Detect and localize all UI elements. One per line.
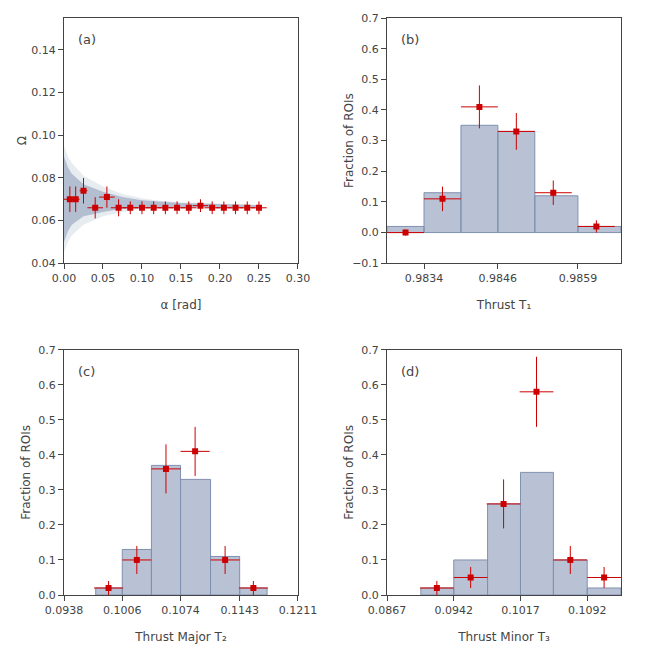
- svg-text:Ω: Ω: [15, 136, 29, 145]
- svg-text:0.6: 0.6: [361, 379, 379, 392]
- svg-text:0.3: 0.3: [361, 134, 379, 147]
- svg-text:0.2: 0.2: [361, 519, 379, 532]
- svg-text:0.00: 0.00: [52, 272, 77, 285]
- svg-text:0.08: 0.08: [31, 172, 56, 185]
- svg-text:0.1074: 0.1074: [161, 604, 200, 617]
- svg-text:0.0: 0.0: [38, 589, 56, 602]
- svg-text:0.1006: 0.1006: [103, 604, 141, 617]
- svg-text:0.9859: 0.9859: [559, 272, 598, 285]
- svg-text:(d): (d): [401, 364, 419, 379]
- svg-text:0.0867: 0.0867: [368, 604, 407, 617]
- svg-text:Thrust T₁: Thrust T₁: [476, 298, 532, 312]
- svg-text:0.9846: 0.9846: [479, 272, 518, 285]
- svg-text:0.7: 0.7: [361, 12, 379, 25]
- svg-text:0.9834: 0.9834: [405, 272, 444, 285]
- svg-text:0.10: 0.10: [130, 272, 155, 285]
- svg-text:0.15: 0.15: [169, 272, 194, 285]
- svg-text:(c): (c): [78, 364, 95, 379]
- svg-text:0.20: 0.20: [208, 272, 233, 285]
- svg-text:0.25: 0.25: [247, 272, 272, 285]
- svg-text:0.3: 0.3: [361, 484, 379, 497]
- svg-text:0.12: 0.12: [31, 86, 56, 99]
- svg-text:0.05: 0.05: [91, 272, 116, 285]
- svg-text:(b): (b): [401, 32, 419, 47]
- svg-text:0.1092: 0.1092: [568, 604, 607, 617]
- svg-text:0.1211: 0.1211: [279, 604, 318, 617]
- svg-text:0.30: 0.30: [286, 272, 311, 285]
- svg-text:0.4: 0.4: [361, 449, 379, 462]
- svg-text:0.7: 0.7: [38, 344, 56, 357]
- svg-text:0.04: 0.04: [31, 257, 56, 270]
- svg-text:0.1143: 0.1143: [220, 604, 258, 617]
- svg-text:Fraction of ROIs: Fraction of ROIs: [342, 93, 356, 188]
- svg-text:0.0942: 0.0942: [435, 604, 474, 617]
- svg-text:α [rad]: α [rad]: [160, 298, 201, 312]
- svg-text:0.1: 0.1: [361, 196, 379, 209]
- svg-text:Fraction of ROIs: Fraction of ROIs: [342, 425, 356, 520]
- svg-text:−0.1: −0.1: [352, 257, 379, 270]
- svg-text:0.1: 0.1: [361, 554, 379, 567]
- svg-text:0.0: 0.0: [361, 589, 379, 602]
- svg-text:0.2: 0.2: [38, 519, 56, 532]
- svg-text:Thrust Major T₂: Thrust Major T₂: [134, 630, 227, 644]
- svg-text:0.2: 0.2: [361, 165, 379, 178]
- svg-text:(a): (a): [78, 32, 96, 47]
- svg-text:0.5: 0.5: [361, 414, 379, 427]
- svg-text:0.0: 0.0: [361, 226, 379, 239]
- svg-text:0.14: 0.14: [31, 44, 56, 57]
- svg-text:Thrust Minor T₃: Thrust Minor T₃: [457, 630, 550, 644]
- svg-text:0.6: 0.6: [38, 379, 56, 392]
- svg-text:Fraction of ROIs: Fraction of ROIs: [19, 425, 33, 520]
- svg-text:0.4: 0.4: [38, 449, 56, 462]
- svg-text:0.10: 0.10: [31, 129, 56, 142]
- svg-text:0.1: 0.1: [38, 554, 56, 567]
- svg-text:0.6: 0.6: [361, 43, 379, 56]
- svg-text:0.5: 0.5: [38, 414, 56, 427]
- svg-text:0.3: 0.3: [38, 484, 56, 497]
- svg-text:0.06: 0.06: [31, 214, 56, 227]
- svg-text:0.7: 0.7: [361, 344, 379, 357]
- svg-text:0.5: 0.5: [361, 73, 379, 86]
- svg-text:0.0938: 0.0938: [45, 604, 84, 617]
- svg-text:0.1017: 0.1017: [501, 604, 540, 617]
- svg-text:0.4: 0.4: [361, 104, 379, 117]
